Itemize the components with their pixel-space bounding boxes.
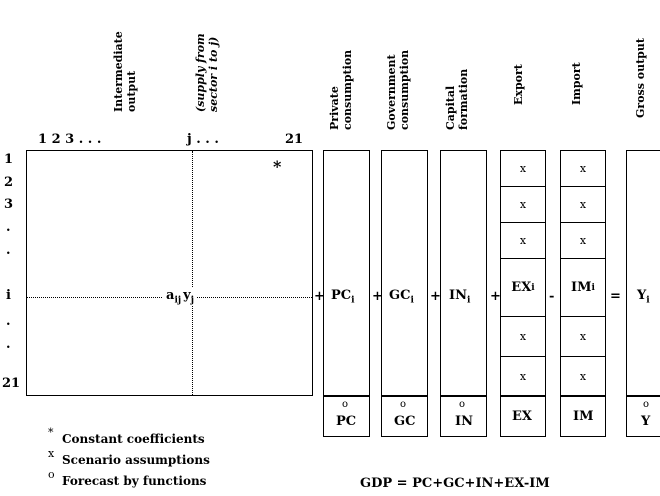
capital-formation-total: o IN <box>440 396 487 437</box>
gdp-equation: GDP = PC+GC+IN+EX-IM <box>360 476 550 491</box>
header-intermediate-output: Intermediate output <box>112 31 138 112</box>
in-element-label: INi <box>449 288 471 306</box>
in-total-label: IN <box>455 414 473 429</box>
pc-element-label: PCi <box>331 288 355 306</box>
row-index-21: 21 <box>2 376 21 391</box>
row-index-dot-4: . <box>6 337 11 352</box>
government-consumption-column: GCi <box>381 150 428 396</box>
im-total-label: IM <box>573 409 594 424</box>
legend-x-marker: x <box>48 447 55 460</box>
legend-forecast-functions: o Forecast by functions <box>48 468 207 488</box>
operator-plus-4: + <box>490 289 501 304</box>
private-consumption-total: o PC <box>323 396 370 437</box>
export-cell-5: x <box>500 316 546 357</box>
operator-plus-2: + <box>372 289 383 304</box>
intermediate-matrix: * aij yj <box>26 150 313 396</box>
row-index-3: 3 <box>4 197 14 212</box>
import-cell-i: IM i <box>560 258 606 317</box>
header-supply: (supply from sector i to j) <box>194 33 220 112</box>
capital-formation-column: INi <box>440 150 487 396</box>
pc-forecast-marker: o <box>342 399 349 410</box>
export-cell-6: x <box>500 356 546 396</box>
gross-output-total: o Y <box>626 396 660 437</box>
export-cell-i: EX i <box>500 258 546 317</box>
header-capital-formation: Capital formation <box>444 68 470 130</box>
in-forecast-marker: o <box>459 399 466 410</box>
legend-constant-coefficients: * Constant coefficients <box>48 426 205 446</box>
legend-scenario-assumptions: x Scenario assumptions <box>48 447 210 467</box>
import-cell-3: x <box>560 222 606 259</box>
row-index-dot-3: . <box>6 314 11 329</box>
import-cell-6: x <box>560 356 606 396</box>
column-index-end: 21 <box>285 132 304 147</box>
operator-minus: - <box>549 289 555 304</box>
header-private-consumption: Private consumption <box>328 49 354 130</box>
operator-equals: = <box>610 289 621 304</box>
y-total-label: Y <box>641 414 651 429</box>
column-index-mid: j . . . <box>187 132 219 147</box>
export-cell-3: x <box>500 222 546 259</box>
ex-total-label: EX <box>512 409 532 424</box>
import-total: IM <box>560 396 606 437</box>
gc-total-label: GC <box>394 414 416 429</box>
header-government-consumption: Government consumption <box>385 49 411 130</box>
private-consumption-column: PCi <box>323 150 370 396</box>
export-cell-1: x <box>500 150 546 187</box>
pc-total-label: PC <box>336 414 357 429</box>
gross-output-column: Yi <box>626 150 660 396</box>
header-export: Export <box>512 64 525 105</box>
row-index-dot-1: . <box>6 220 11 235</box>
gc-element-label: GCi <box>389 288 414 306</box>
government-consumption-total: o GC <box>381 396 428 437</box>
export-cell-2: x <box>500 186 546 223</box>
row-index-i: i <box>6 288 11 303</box>
gc-forecast-marker: o <box>400 399 407 410</box>
import-cell-1: x <box>560 150 606 187</box>
row-index-1: 1 <box>4 152 14 167</box>
import-cell-2: x <box>560 186 606 223</box>
legend-scenario-assumptions-text: Scenario assumptions <box>62 453 210 467</box>
header-import: Import <box>570 62 583 105</box>
y-forecast-marker: o <box>643 399 650 410</box>
legend-constant-coefficients-text: Constant coefficients <box>62 432 205 446</box>
column-index-start: 1 2 3 . . . <box>38 132 102 147</box>
row-index-2: 2 <box>4 175 14 190</box>
matrix-star-marker: * <box>273 157 282 176</box>
operator-plus-3: + <box>430 289 441 304</box>
matrix-element-label: aij yj <box>163 288 197 306</box>
legend-star-marker: * <box>48 426 54 439</box>
legend-forecast-functions-text: Forecast by functions <box>62 474 207 488</box>
matrix-vertical-dotted-line <box>192 151 193 395</box>
header-gross-output: Gross output <box>634 38 647 118</box>
legend-o-marker: o <box>48 468 55 481</box>
operator-plus-1: + <box>314 289 325 304</box>
y-element-label: Yi <box>637 288 650 306</box>
export-total: EX <box>500 396 546 437</box>
import-cell-5: x <box>560 316 606 357</box>
row-index-dot-2: . <box>6 243 11 258</box>
